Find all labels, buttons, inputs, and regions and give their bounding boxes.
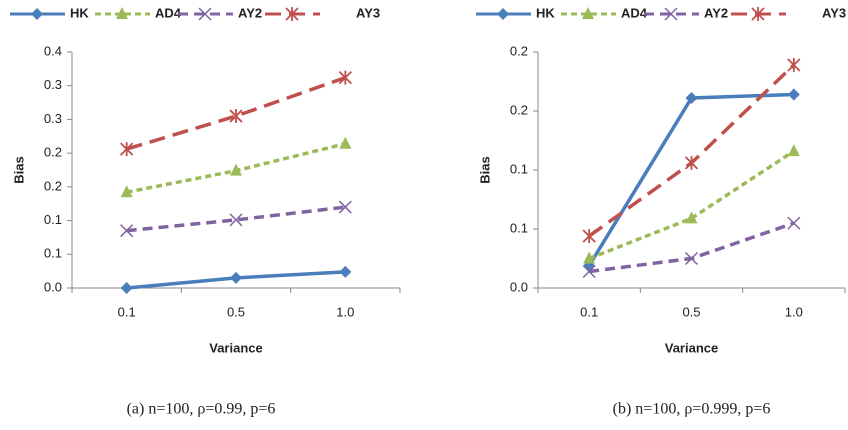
series-line — [126, 75, 346, 151]
caption: (b) n=100, ρ=0.999, p=6 — [613, 401, 771, 418]
legend-label: AD4 — [155, 5, 182, 20]
legend-label: AY3 — [822, 5, 846, 20]
marker — [120, 142, 134, 157]
x-tick-label: 0.5 — [227, 304, 245, 319]
marker — [684, 155, 699, 170]
marker — [198, 7, 212, 21]
series-line — [126, 205, 346, 233]
marker — [497, 8, 509, 20]
marker — [787, 88, 800, 101]
y-tick-label: 0.1 — [510, 161, 528, 176]
marker — [664, 7, 678, 21]
marker — [582, 7, 594, 19]
marker — [684, 251, 699, 266]
legend-label: AD4 — [621, 5, 648, 20]
y-tick-label: 0.3 — [44, 111, 62, 126]
legend-label: HK — [70, 5, 89, 20]
y-tick-label: 0.1 — [44, 212, 62, 227]
legend-label: AY2 — [238, 5, 262, 20]
marker — [582, 264, 596, 279]
legend-label: HK — [536, 5, 555, 20]
legend-label: AY3 — [356, 5, 380, 20]
marker — [338, 70, 352, 85]
marker — [338, 200, 352, 214]
y-tick-label: 0.0 — [44, 279, 62, 294]
y-tick-label: 0.3 — [44, 77, 62, 92]
marker — [120, 185, 133, 198]
marker — [685, 92, 698, 105]
marker — [685, 211, 698, 224]
y-tick-label: 0.1 — [44, 246, 62, 261]
x-tick-label: 0.1 — [118, 304, 136, 319]
series-line — [588, 149, 795, 261]
marker — [339, 136, 352, 149]
x-tick-label: 1.0 — [785, 304, 803, 319]
marker — [230, 163, 242, 176]
y-tick-label: 0.2 — [510, 43, 528, 58]
marker — [787, 216, 801, 230]
marker — [339, 265, 352, 278]
y-axis-title: Bias — [11, 156, 26, 183]
marker — [285, 7, 299, 21]
marker — [751, 7, 765, 21]
y-tick-label: 0.4 — [44, 43, 62, 58]
y-tick-label: 0.0 — [510, 279, 528, 294]
x-tick-label: 1.0 — [336, 304, 354, 319]
marker — [120, 224, 134, 238]
series-line — [587, 92, 794, 267]
legend-label: AY2 — [704, 5, 728, 20]
x-axis-title: Variance — [209, 340, 263, 355]
y-tick-label: 0.2 — [44, 178, 62, 193]
y-tick-label: 0.1 — [510, 220, 528, 235]
caption: (a) n=100, ρ=0.99, p=6 — [127, 401, 276, 418]
marker — [116, 7, 128, 19]
marker — [229, 213, 243, 227]
marker — [31, 8, 43, 20]
marker — [230, 271, 242, 284]
y-axis-title: Bias — [477, 156, 492, 183]
y-tick-label: 0.2 — [510, 102, 528, 117]
marker — [120, 282, 133, 294]
x-tick-label: 0.5 — [682, 304, 700, 319]
x-axis-title: Variance — [665, 340, 719, 355]
marker — [583, 251, 596, 264]
marker — [787, 57, 801, 72]
series-line — [588, 63, 796, 238]
y-tick-label: 0.2 — [44, 145, 62, 160]
marker — [582, 229, 596, 244]
marker — [787, 144, 800, 157]
marker — [229, 109, 243, 124]
x-tick-label: 0.1 — [580, 304, 598, 319]
